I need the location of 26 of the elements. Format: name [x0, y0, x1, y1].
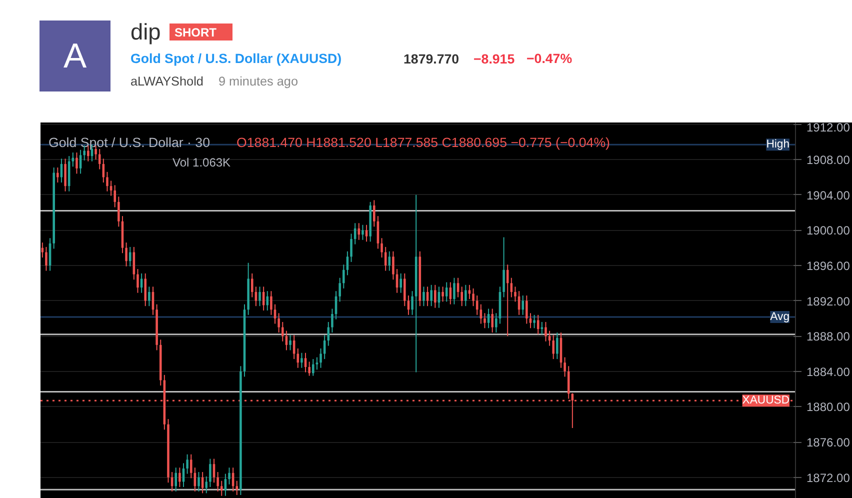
ref-line-label: Avg: [770, 311, 790, 324]
text: SHORT: [174, 26, 218, 40]
text: −0.47%: [526, 51, 572, 66]
text: −8.915: [474, 52, 516, 66]
chart-title: dip: [130, 18, 161, 44]
y-tick-label: 1912.00: [806, 120, 850, 134]
text: Gold Spot / U.S. Dollar · 30: [48, 135, 210, 150]
y-tick-label: 1892.00: [806, 294, 850, 308]
y-tick-label: 1900.00: [806, 224, 850, 238]
ref-line-label: High: [766, 138, 790, 151]
y-tick-label: 1896.00: [806, 258, 850, 273]
y-tick-label: 1872.00: [806, 470, 850, 485]
y-tick-label: 1908.00: [806, 153, 850, 168]
text: 1879.770: [404, 52, 460, 66]
annotation: O1881.470 H1881.520 L1877.585 C1880.695 −0.775 (−0.04%): [236, 135, 610, 150]
annotation: Vol 1.063K: [172, 156, 231, 170]
y-tick-label: 1884.00: [806, 364, 850, 379]
text: Gold Spot / U.S. Dollar (XAUUSD): [130, 51, 342, 66]
y-tick-label: 1904.00: [806, 188, 850, 202]
text: aLWAYShold: [130, 74, 204, 88]
y-tick-label: 1876.00: [806, 436, 850, 450]
text: 9 minutes ago: [218, 74, 298, 88]
y-tick-label: 1880.00: [806, 400, 850, 414]
text: A: [63, 38, 88, 76]
ref-line-label: XAUUSD: [742, 394, 790, 407]
y-tick-label: 1888.00: [806, 330, 850, 344]
